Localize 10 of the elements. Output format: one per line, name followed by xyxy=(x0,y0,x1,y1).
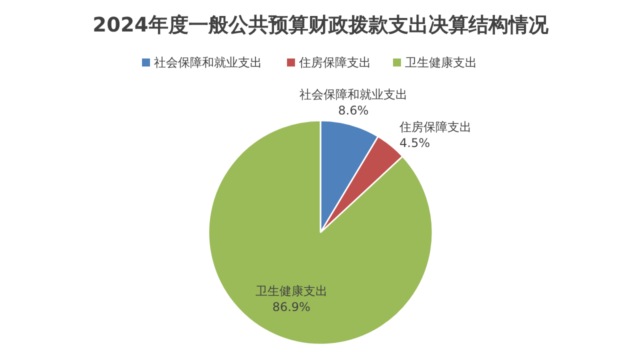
data-label: 86.9% xyxy=(272,300,310,314)
chart-title: 2024年度一般公共预算财政拨款支出决算结构情况 xyxy=(92,12,550,36)
slice-label: 卫生健康支出 xyxy=(255,284,328,298)
slice-label: 社会保障和就业支出 xyxy=(299,88,408,102)
data-label: 8.6% xyxy=(338,104,369,118)
slice-label: 住房保障支出 xyxy=(398,120,472,134)
data-label: 4.5% xyxy=(400,136,430,150)
legend-label: 住房保障支出 xyxy=(298,56,371,70)
legend-label: 卫生健康支出 xyxy=(405,56,477,70)
legend-label: 社会保障和就业支出 xyxy=(154,56,262,70)
